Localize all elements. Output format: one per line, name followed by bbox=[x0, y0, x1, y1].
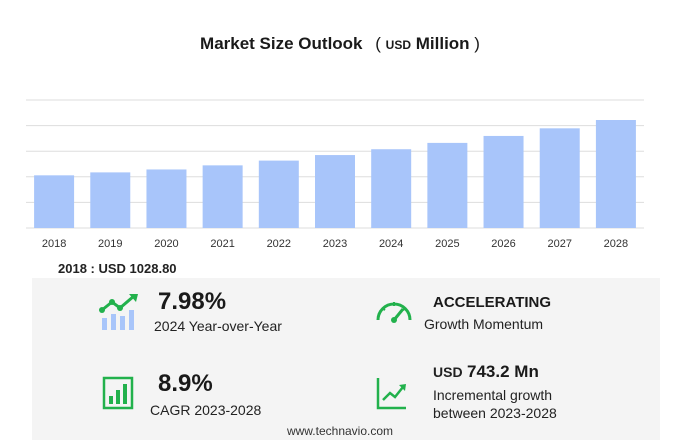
chart-title-unit: ( USD Million ) bbox=[375, 34, 480, 53]
chart-title: Market Size Outlook ( USD Million ) bbox=[0, 34, 680, 54]
x-tick-label: 2023 bbox=[323, 238, 347, 250]
x-tick-label: 2025 bbox=[435, 238, 459, 250]
incremental-currency: USD bbox=[433, 364, 463, 380]
bar-2019 bbox=[90, 172, 131, 228]
bar-2028 bbox=[595, 120, 636, 228]
unit-currency: USD bbox=[385, 38, 411, 52]
bar-2024 bbox=[371, 149, 412, 228]
bar-2023 bbox=[315, 155, 355, 228]
x-tick-label: 2020 bbox=[154, 238, 178, 250]
x-tick-label: 2019 bbox=[98, 238, 122, 250]
x-tick-label: 2024 bbox=[379, 238, 403, 250]
cagr-label: CAGR 2023-2028 bbox=[150, 402, 262, 418]
bar-growth-icon bbox=[99, 294, 138, 330]
bar-2022 bbox=[258, 160, 299, 228]
bar-2026 bbox=[483, 135, 524, 228]
incremental-value: USD 743.2 Mn bbox=[433, 362, 539, 382]
bar-2027 bbox=[539, 128, 580, 228]
base-year-value: 2018 : USD 1028.80 bbox=[58, 261, 177, 276]
bar-2020 bbox=[146, 169, 187, 228]
footer-site: www.technavio.com bbox=[286, 424, 394, 438]
x-tick-label: 2026 bbox=[491, 238, 515, 250]
x-tick-label: 2027 bbox=[547, 238, 571, 250]
x-tick-label: 2028 bbox=[604, 238, 628, 250]
x-tick-label: 2021 bbox=[210, 238, 234, 250]
incremental-line2: between 2023-2028 bbox=[433, 405, 557, 421]
x-tick-label: 2018 bbox=[42, 238, 66, 250]
incremental-amount: 743.2 Mn bbox=[467, 362, 539, 381]
bar-2018 bbox=[34, 175, 75, 228]
chart-title-main: Market Size Outlook bbox=[200, 34, 363, 53]
unit-word: Million bbox=[415, 34, 470, 53]
incremental-line1: Incremental growth bbox=[433, 387, 553, 403]
bar-2021 bbox=[202, 165, 243, 228]
cagr-value: 8.9% bbox=[158, 370, 213, 397]
x-tick-label: 2022 bbox=[267, 238, 291, 250]
yoy-label: 2024 Year-over-Year bbox=[154, 318, 282, 334]
stats-panel: 7.98% 2024 Year-over-Year ACCELERATING G… bbox=[32, 278, 660, 440]
bar-chart: 2018 2019 2020 2021 2022 2023 2024 2025 2026 2027… bbox=[26, 99, 644, 250]
bar-chart-icon bbox=[102, 376, 134, 410]
yoy-value: 7.98% bbox=[158, 288, 227, 315]
momentum-value: ACCELERATING bbox=[433, 294, 552, 311]
paren-open: ( bbox=[375, 34, 381, 53]
trend-line-icon bbox=[376, 378, 406, 410]
momentum-label: Growth Momentum bbox=[424, 316, 544, 332]
speedometer-icon bbox=[376, 302, 412, 323]
bar-2025 bbox=[427, 142, 468, 228]
paren-close: ) bbox=[474, 34, 480, 53]
